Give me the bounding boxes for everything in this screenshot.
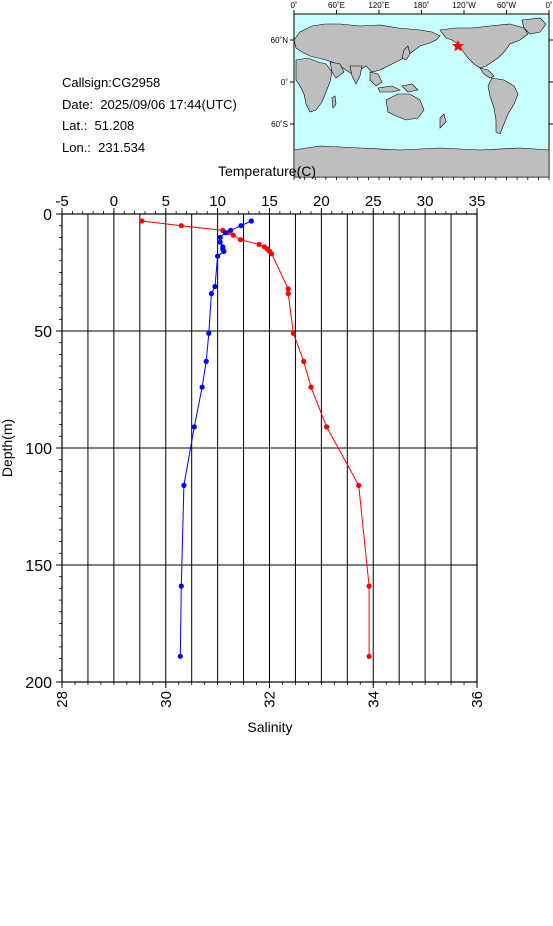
map-lon-label: 60˚W [497,1,517,10]
latitude-text: Lat.: 51.208 [62,118,135,133]
location-map: 0˚ 60˚E 120˚E 180˚ 120˚W 60˚W 0˚ 60˚N 0˚ 60˚S [271,1,553,180]
temperature-data-point [256,241,262,247]
temperature-data-point [285,291,291,297]
salinity-data-point [215,253,221,259]
longitude-text: Lon.: 231.534 [62,139,146,155]
salinity-data-point [181,482,187,488]
map-land [293,17,550,178]
depth-tick-label: 100 [25,441,52,458]
salinity-axis-label: Salinity [247,719,292,735]
salinity-data-point [221,248,227,254]
chart-grid [62,214,477,682]
temperature-tick-label: 20 [313,193,330,210]
salinity-data-point [238,223,244,229]
depth-tick-label: 0 [43,207,52,224]
salinity-data-point [217,234,223,240]
salinity-tick-label: 32 [262,691,279,708]
temperature-data-point [324,424,330,430]
salinity-data-point [199,384,205,390]
map-lat-label: 60˚S [271,120,288,129]
salinity-data-point [208,291,214,297]
cast-info: Callsign:CG2958 Date: 2025/09/06 17:44(U… [62,72,237,158]
salinity-data-point [178,583,184,589]
map-lon-label: 60˚E [328,1,345,10]
depth-tick-label: 50 [34,324,52,341]
temperature-tick-label: 0 [110,193,118,210]
temperature-tick-label: 35 [469,193,486,210]
map-axes: 0˚ 60˚E 120˚E 180˚ 120˚W 60˚W 0˚ 60˚N 0˚ 60˚S [271,1,553,180]
temperature-data-point [178,223,184,229]
temperature-data-point [366,653,372,659]
temperature-data-point [356,482,362,488]
depth-tick-label: 150 [25,558,52,575]
temperature-data-point [139,218,145,224]
callsign-text: Callsign:CG2958 [62,75,161,90]
temperature-data-point [237,237,243,243]
temperature-data-point [366,583,372,589]
salinity-data-point [206,330,212,336]
plot-frame [61,213,478,683]
salinity-tick-label: 30 [158,691,175,708]
salinity-data-point [222,230,228,236]
map-lon-label: 0˚ [290,1,297,10]
temperature-data-point [230,232,236,238]
salinity-data-point [228,227,234,233]
map-lat-label: 0˚ [281,78,288,87]
temperature-data-point [308,384,314,390]
temperature-tick-label: 5 [162,193,170,210]
map-lon-label: 0˚ [545,1,552,10]
temperature-profile-line [141,220,370,657]
salinity-data-point [191,424,197,430]
salinity-data-point [248,218,254,224]
chart-series [139,218,372,659]
salinity-tick-label: 36 [469,691,486,708]
salinity-tick-label: 28 [54,691,71,708]
location-marker-icon [451,39,465,52]
temperature-data-point [301,358,307,364]
map-lon-label: 180˚ [413,1,429,10]
temperature-tick-label: 15 [261,193,278,210]
temperature-tick-label: -5 [55,193,68,210]
depth-tick-label: 200 [25,675,52,692]
salinity-data-point [203,358,209,364]
temperature-tick-label: 30 [417,193,434,210]
temperature-data-point [290,330,296,336]
depth-axis-label: Depth(m) [0,419,15,477]
temperature-tick-label: 25 [365,193,382,210]
map-lat-label: 60˚N [271,36,289,45]
temperature-axis-label: Temperature(C) [218,163,316,179]
map-lon-label: 120˚W [452,1,476,10]
salinity-data-point [217,239,223,245]
temperature-data-point [285,286,291,292]
temperature-data-point [269,251,275,257]
date-text: Date: 2025/09/06 17:44(UTC) [62,96,237,112]
salinity-tick-label: 34 [365,691,382,708]
temperature-tick-label: 10 [209,193,226,210]
salinity-data-point [177,653,183,659]
salinity-data-point [212,283,218,290]
map-lon-label: 120˚E [368,1,389,10]
